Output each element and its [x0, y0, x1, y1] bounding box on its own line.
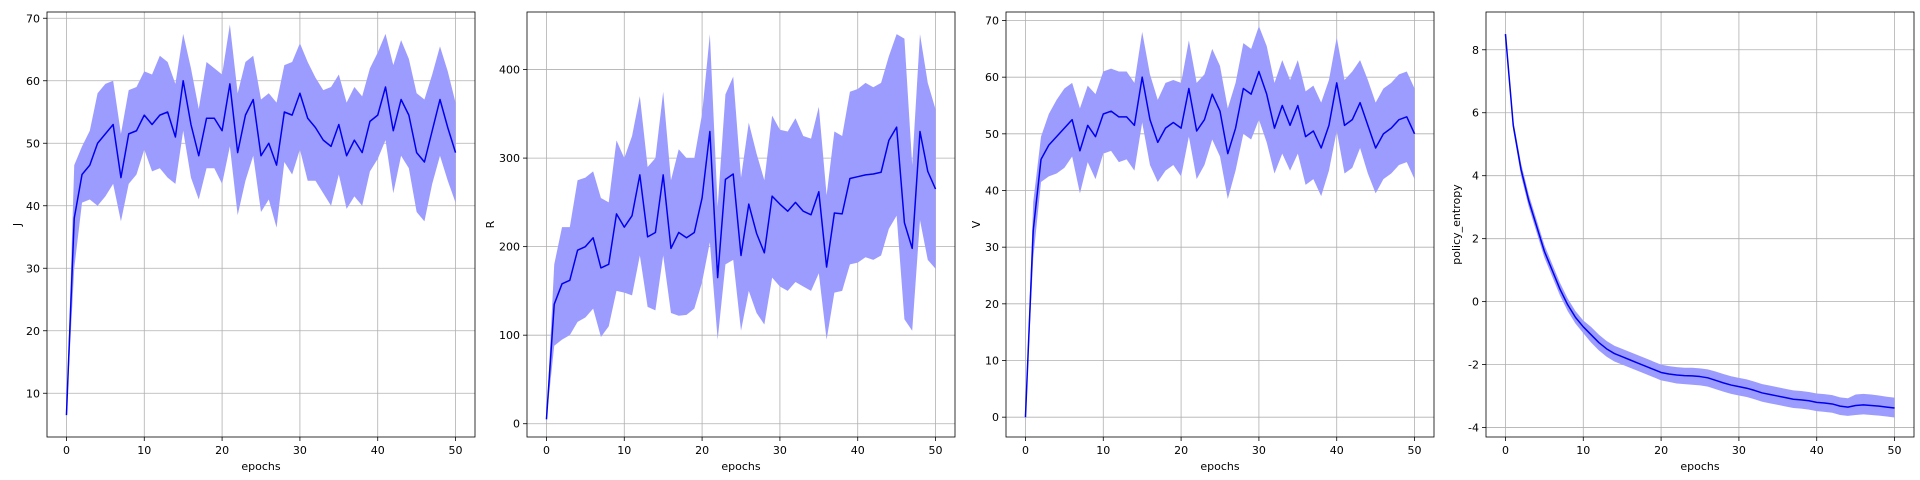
- y-tick-label: 40: [985, 185, 999, 198]
- x-axis-label: epochs: [721, 460, 760, 473]
- x-tick-label: 40: [1330, 444, 1344, 457]
- x-tick-label: 40: [371, 444, 385, 457]
- y-tick-label: -2: [1468, 359, 1479, 372]
- y-tick-label: 30: [26, 262, 40, 275]
- x-tick-label: 30: [1252, 444, 1266, 457]
- y-tick-label: 50: [985, 128, 999, 141]
- x-tick-label: 0: [1022, 444, 1029, 457]
- y-tick-label: 400: [499, 64, 520, 77]
- y-axis-label: V: [970, 220, 983, 228]
- y-tick-label: 200: [499, 241, 520, 254]
- y-tick-label: 10: [985, 355, 999, 368]
- confidence-band: [66, 24, 456, 416]
- y-tick-label: 10: [26, 387, 40, 400]
- confidence-band: [1505, 34, 1895, 418]
- axes-frame: [1005, 11, 1435, 438]
- x-tick-label: 20: [695, 444, 709, 457]
- y-tick-label: 60: [26, 75, 40, 88]
- x-tick-label: 30: [1732, 444, 1746, 457]
- y-tick-label: 50: [26, 137, 40, 150]
- y-tick-label: 20: [26, 325, 40, 338]
- y-tick-label: 8: [1472, 44, 1479, 57]
- x-tick-label: 50: [929, 444, 943, 457]
- x-tick-label: 30: [293, 444, 307, 457]
- x-tick-label: 0: [63, 444, 70, 457]
- mean-line: [65, 80, 457, 416]
- x-tick-label: 50: [1888, 444, 1902, 457]
- y-tick-label: 300: [499, 152, 520, 165]
- y-axis-label: R: [484, 220, 497, 228]
- y-tick-label: 20: [985, 298, 999, 311]
- mean-line: [545, 126, 937, 420]
- x-tick-label: 0: [1502, 444, 1509, 457]
- y-tick-label: 30: [985, 241, 999, 254]
- x-tick-label: 10: [1576, 444, 1590, 457]
- chart-panel-2: 0 10 20 30 40 50 0 100 200 300 400 epochs R: [484, 11, 956, 473]
- confidence-band: [546, 34, 936, 420]
- chart-panel-1: 0 10 20 30 40 50 10 20 30 40 50 60 70 epochs J: [11, 11, 476, 473]
- x-axis-label: epochs: [1680, 460, 1719, 473]
- axes-frame: [1485, 11, 1915, 438]
- grid-lines: [1486, 12, 1914, 437]
- x-tick-label: 10: [137, 444, 151, 457]
- y-tick-label: 0: [992, 411, 999, 424]
- x-axis-label: epochs: [241, 460, 280, 473]
- confidence-band: [1025, 26, 1415, 418]
- x-tick-label: 20: [215, 444, 229, 457]
- x-tick-label: 20: [1654, 444, 1668, 457]
- y-axis-label: J: [11, 223, 24, 227]
- x-tick-label: 40: [1810, 444, 1824, 457]
- x-tick-label: 50: [449, 444, 463, 457]
- y-tick-label: 0: [1472, 296, 1479, 309]
- y-tick-label: 40: [26, 200, 40, 213]
- y-tick-label: 60: [985, 71, 999, 84]
- x-tick-label: 20: [1174, 444, 1188, 457]
- chart-panel-3: 0 10 20 30 40 50 0 10 20 30 40 50 60 70 epochs V: [970, 11, 1435, 473]
- y-tick-label: 2: [1472, 233, 1479, 246]
- x-tick-label: 10: [617, 444, 631, 457]
- x-tick-label: 40: [851, 444, 865, 457]
- mean-line: [1024, 70, 1416, 418]
- y-tick-label: 70: [26, 12, 40, 25]
- x-tick-label: 10: [1096, 444, 1110, 457]
- y-tick-label: 4: [1472, 170, 1479, 183]
- chart-panel-4: 0 10 20 30 40 50 -4 -2 0 2 4 6 8 epochs policy_entropy: [1450, 11, 1915, 473]
- x-tick-label: 30: [773, 444, 787, 457]
- y-tick-label: -4: [1468, 422, 1479, 435]
- mean-line: [1504, 33, 1895, 409]
- x-axis-label: epochs: [1200, 460, 1239, 473]
- y-axis-label: policy_entropy: [1450, 184, 1463, 265]
- y-tick-label: 100: [499, 329, 520, 342]
- axes-frame: [46, 11, 476, 438]
- x-tick-label: 0: [543, 444, 550, 457]
- y-tick-label: 6: [1472, 107, 1479, 120]
- axes-frame: [526, 11, 956, 438]
- x-tick-label: 50: [1408, 444, 1422, 457]
- y-tick-label: 0: [513, 418, 520, 431]
- y-tick-label: 70: [985, 15, 999, 28]
